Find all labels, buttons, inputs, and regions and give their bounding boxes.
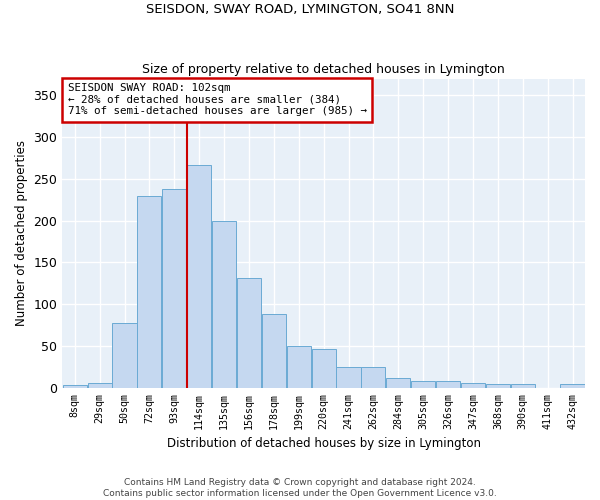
Bar — [112, 322, 137, 388]
Bar — [287, 346, 311, 388]
Bar — [486, 384, 510, 388]
Text: SEISDON SWAY ROAD: 102sqm
← 28% of detached houses are smaller (384)
71% of semi: SEISDON SWAY ROAD: 102sqm ← 28% of detac… — [68, 83, 367, 116]
Bar — [436, 381, 460, 388]
Y-axis label: Number of detached properties: Number of detached properties — [15, 140, 28, 326]
Bar — [237, 278, 261, 388]
Bar — [212, 220, 236, 388]
Text: Contains HM Land Registry data © Crown copyright and database right 2024.
Contai: Contains HM Land Registry data © Crown c… — [103, 478, 497, 498]
Bar — [411, 381, 435, 388]
Title: Size of property relative to detached houses in Lymington: Size of property relative to detached ho… — [142, 63, 505, 76]
X-axis label: Distribution of detached houses by size in Lymington: Distribution of detached houses by size … — [167, 437, 481, 450]
Bar — [511, 384, 535, 388]
Bar — [262, 314, 286, 388]
Bar — [137, 196, 161, 388]
Text: SEISDON, SWAY ROAD, LYMINGTON, SO41 8NN: SEISDON, SWAY ROAD, LYMINGTON, SO41 8NN — [146, 2, 454, 16]
Bar — [62, 386, 87, 388]
Bar — [386, 378, 410, 388]
Bar — [337, 367, 361, 388]
Bar — [88, 383, 112, 388]
Bar — [311, 350, 336, 388]
Bar — [461, 383, 485, 388]
Bar — [187, 164, 211, 388]
Bar — [361, 367, 385, 388]
Bar — [162, 189, 187, 388]
Bar — [560, 384, 584, 388]
